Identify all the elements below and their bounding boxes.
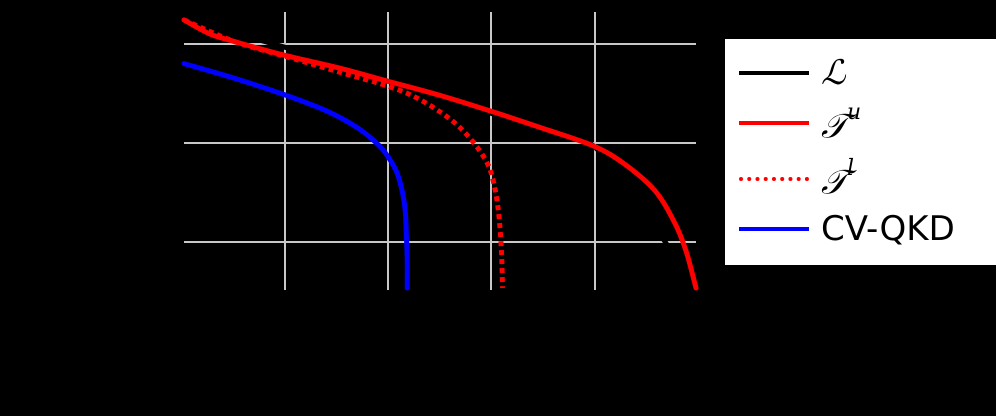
legend-label-Tl: 𝒯l xyxy=(821,156,855,203)
legend-swatch-Tu xyxy=(739,121,809,125)
legend-swatch-cvqkd xyxy=(739,227,809,231)
series-line-cv-qkd xyxy=(181,61,410,291)
series-line-t-l xyxy=(183,17,505,289)
legend: ℒ 𝒯u 𝒯l CV-QKD xyxy=(725,39,996,265)
legend-swatch-L xyxy=(739,71,809,75)
series-group xyxy=(181,17,699,293)
legend-label-Tu: 𝒯u xyxy=(821,100,862,147)
legend-item-Tu: 𝒯u xyxy=(739,100,861,147)
legend-item-Tl: 𝒯l xyxy=(739,156,854,203)
legend-swatch-Tl xyxy=(739,177,809,181)
legend-label-L: ℒ xyxy=(821,53,846,93)
legend-label-cvqkd: CV-QKD xyxy=(821,209,955,249)
series-line-t-u xyxy=(181,17,699,291)
legend-item-cvqkd: CV-QKD xyxy=(739,209,955,249)
legend-item-L: ℒ xyxy=(739,53,846,93)
